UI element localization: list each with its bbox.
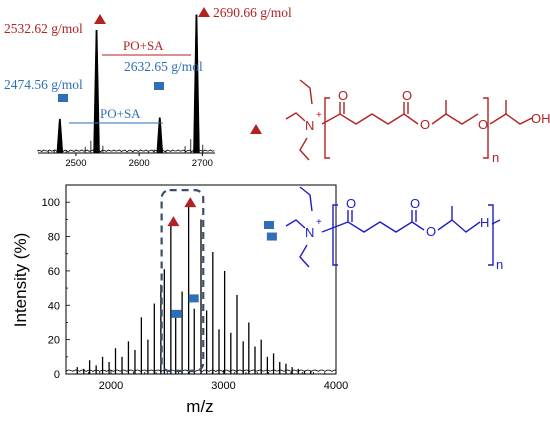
main-y-tick-label: 80: [48, 232, 60, 244]
inset-x-tick-label: 2600: [129, 158, 150, 169]
inset-peak: [93, 30, 100, 154]
main-y-tick-label: 0: [54, 369, 60, 381]
atom-label: O: [426, 224, 436, 239]
red-triangle-marker: [250, 124, 262, 134]
bond: [431, 113, 479, 125]
y-axis-title: Intensity (%): [11, 233, 30, 327]
inset-peaks: [37, 14, 215, 154]
inset-label-2690: 2690.66 g/mol: [213, 5, 292, 20]
red-triangle-marker: [184, 197, 197, 208]
inset-x-tick-label: 2700: [192, 158, 213, 169]
bond: [299, 244, 310, 268]
repeat-subscript: n: [492, 150, 499, 165]
atom-label: O: [338, 88, 348, 103]
atom-label: H: [480, 215, 489, 230]
highlight-dashed-box: [160, 189, 205, 373]
blue-square-marker: [154, 82, 164, 90]
main-x-ticks: 2000 3000 4000: [65, 370, 348, 392]
main-x-tick-label: 3000: [211, 380, 235, 392]
bond: [489, 113, 533, 125]
inset-label-2632: 2632.65 g/mol: [124, 59, 203, 74]
inset-peak: [156, 117, 164, 154]
blue-square-marker: [264, 221, 274, 229]
left-bracket: [324, 97, 330, 159]
inset-peak: [56, 118, 64, 154]
main-y-tick-label: 100: [42, 197, 60, 209]
inset-baseline: [37, 149, 215, 153]
bond: [491, 219, 501, 225]
blue-square-marker: [58, 94, 68, 102]
bond: [321, 221, 413, 233]
x-axis-title: m/z: [186, 397, 213, 416]
bond: [411, 221, 425, 231]
atom-label: O: [402, 88, 412, 103]
blue-square-marker: [266, 232, 277, 241]
red-triangle-marker: [167, 216, 180, 227]
main-markers: [167, 197, 277, 318]
main-y-ticks: 0 20 40 60 80 100: [42, 184, 70, 381]
inset-spectrum: 2500 2600 2700 2532.62 g/mol 2690.66 g/mol…: [4, 5, 292, 169]
bond: [321, 113, 405, 125]
inset-label-2474: 2474.56 g/mol: [4, 77, 83, 92]
atom-label: N: [305, 118, 314, 133]
main-peaks: [65, 205, 337, 374]
blue-structure: [264, 186, 501, 268]
main-x-tick-label: 4000: [324, 380, 348, 392]
right-bracket: [488, 204, 494, 266]
inset-label-2532: 2532.62 g/mol: [4, 21, 83, 36]
bond: [285, 112, 306, 122]
bond: [285, 219, 306, 229]
atom-label: +: [316, 110, 322, 121]
left-bracket: [332, 204, 338, 266]
atom-label: O: [478, 117, 488, 132]
main-x-tick-label: 2000: [99, 380, 123, 392]
main-y-tick-label: 20: [48, 335, 60, 347]
bond: [299, 79, 313, 105]
inset-x-tick-label: 2500: [65, 158, 86, 169]
bond: [299, 186, 313, 212]
right-bracket: [483, 97, 489, 159]
atom-label: OH: [531, 111, 550, 126]
atom-label: O: [346, 196, 356, 211]
bond: [437, 219, 481, 233]
bond: [299, 137, 310, 161]
atom-label: +: [316, 217, 322, 228]
red-triangle-marker: [198, 7, 210, 17]
repeat-subscript: n: [496, 257, 503, 272]
main-y-tick-label: 60: [48, 266, 60, 278]
atom-label: O: [420, 117, 430, 132]
blue-square-marker: [188, 294, 199, 303]
blue-square-marker: [171, 309, 182, 318]
red-structure-labels: N + O O O O OH n: [305, 88, 550, 165]
inset-ticks: 2500 2600 2700: [65, 153, 213, 169]
inset-label-po-sa-blue: PO+SA: [100, 106, 141, 121]
atom-label: N: [305, 225, 314, 240]
bond: [403, 113, 419, 125]
red-structure: [250, 79, 533, 161]
atom-label: O: [410, 196, 420, 211]
red-triangle-marker: [94, 14, 106, 24]
inset-peak: [193, 14, 200, 154]
main-y-tick-label: 40: [48, 300, 60, 312]
inset-label-po-sa-red: PO+SA: [123, 38, 164, 53]
blue-structure-labels: N + O O O H n: [305, 196, 503, 272]
